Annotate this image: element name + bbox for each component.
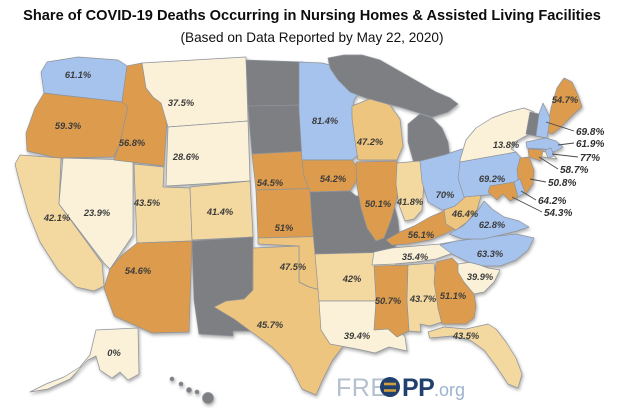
state-label-pa: 69.2% [479,174,505,184]
callout-label-ct: 58.7% [560,165,588,176]
callout-label-nj: 50.8% [548,178,576,189]
state-az [103,240,193,334]
callout-line-ct [538,156,559,170]
state-label-ga: 51.1% [440,291,466,301]
logo-text-org: .org [434,380,465,400]
state-me [546,77,583,135]
callout-layer: 69.8%61.9% 77%58.7% 50.8% 64.2%54.3% [511,121,604,219]
state-ma [525,137,564,153]
chart-title: Share of COVID-19 Deaths Occurring in Nu… [23,8,601,24]
state-hi [194,389,200,395]
state-ga [433,257,477,325]
callout-line-nh [545,121,575,132]
state-va [448,200,530,240]
state-label-la: 39.4% [344,331,370,341]
state-label-nv: 23.9% [83,208,110,218]
state-label-ms: 50.7% [375,296,401,306]
state-label-il: 50.1% [365,199,391,209]
states-layer [14,54,583,404]
state-mi [327,54,459,118]
state-ri [544,147,555,159]
state-nd [245,59,306,107]
state-label-ny: 13.8% [493,140,519,150]
state-label-mn: 81.4% [312,116,338,126]
callout-line-de [520,190,537,201]
callout-label-ri: 77% [580,153,600,164]
state-hi [169,376,175,382]
labels-layer: 61.1% 59.3% 42.1% 23.9% 56.8% 37.5% 28.6% 43.5%… [43,70,578,358]
state-label-ut: 43.5% [133,198,160,208]
state-label-me: 54.7% [552,95,578,105]
state-label-tn: 35.4% [402,252,428,262]
state-label-ky: 56.1% [408,230,434,240]
callout-label-md: 54.3% [544,208,572,219]
state-fl [427,323,523,389]
state-label-id: 56.8% [119,138,145,148]
callout-label-ma: 61.9% [576,139,604,150]
state-label-ia: 54.2% [320,174,346,184]
state-hi [178,381,184,387]
state-label-in: 41.8% [396,197,423,207]
state-wv [443,188,482,231]
state-label-wv: 46.4% [451,209,478,219]
state-label-ak: 0% [107,348,120,358]
state-or [25,92,129,159]
logo-text-pp: PP [402,374,434,402]
callout-line-nj [529,178,547,183]
state-ak [29,327,140,393]
state-label-sc: 39.9% [467,272,493,282]
state-label-fl: 43.5% [452,331,479,341]
state-ny [459,107,535,163]
state-label-ne: 54.5% [257,178,283,188]
state-label-wy: 28.6% [172,152,199,162]
callout-label-nh: 69.8% [576,127,604,138]
state-label-wi: 47.2% [356,137,383,147]
callout-line-ri [551,153,579,158]
callout-line-md [511,196,543,213]
state-label-wa: 61.1% [65,70,91,80]
logo-equals-icon [380,377,400,397]
state-label-az: 54.6% [125,266,151,276]
state-nh [535,102,551,139]
state-label-or: 59.3% [55,121,81,131]
state-label-nc: 63.3% [477,249,503,259]
state-label-ok: 47.5% [279,262,306,272]
state-label-oh: 70% [436,190,455,200]
state-label-al: 43.7% [409,294,436,304]
state-md [487,181,519,202]
state-label-mt: 37.5% [168,98,194,108]
state-label-co: 41.4% [206,207,233,217]
state-ct [527,148,544,162]
callout-label-de: 64.2% [538,196,566,207]
state-hi [202,392,214,404]
state-in [395,160,425,222]
state-label-tx: 45.7% [256,320,283,330]
state-hi [186,387,192,393]
callout-line-ma [557,142,575,146]
state-label-va: 62.8% [479,220,505,230]
state-label-ar: 42% [342,274,362,284]
state-label-ca: 42.1% [43,213,70,223]
state-ia [301,159,359,193]
state-tn [371,240,458,266]
chart-subtitle: (Based on Data Reported by May 22, 2020) [181,30,444,45]
state-label-ks: 51% [275,223,294,233]
state-wi [351,97,404,161]
logo-text-fre: FRE [336,374,388,402]
freopp-logo: FRE PP .org [336,374,465,402]
